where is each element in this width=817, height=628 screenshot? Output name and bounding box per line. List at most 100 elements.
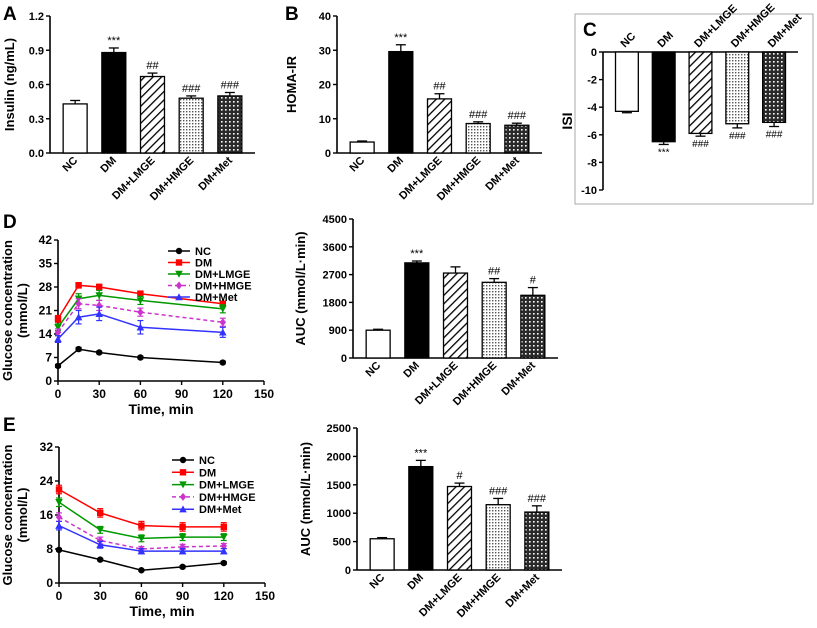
- data-point: [54, 362, 62, 370]
- y-tick-label: 2500: [327, 423, 351, 435]
- data-point: [137, 308, 144, 317]
- y-tick-label: 28: [39, 280, 53, 294]
- bar-dm-met: [762, 51, 787, 124]
- y-tick-label: 8: [46, 542, 53, 556]
- x-tick-label: DM: [385, 155, 406, 176]
- y-tick-label: 2000: [327, 451, 351, 463]
- bar-dm: [651, 51, 676, 143]
- y-tick-label: 32: [40, 440, 54, 454]
- bar-dm-lmge: [688, 51, 713, 135]
- x-tick-label: 90: [176, 589, 190, 603]
- series-line-dm-hmge: [58, 516, 224, 550]
- data-point: [220, 547, 228, 555]
- y-tick-label: 0.3: [29, 114, 44, 126]
- legend-label: DM: [195, 258, 212, 270]
- data-point: [55, 499, 63, 507]
- x-tick-label: 30: [94, 589, 108, 603]
- x-tick-label: NC: [61, 155, 81, 175]
- x-tick-label: 120: [213, 387, 233, 401]
- x-tick-label: DM+Met: [499, 359, 538, 398]
- y-tick-label: 21: [39, 304, 53, 318]
- data-point: [136, 323, 145, 331]
- data-point: [179, 469, 187, 476]
- data-point: [137, 535, 146, 543]
- x-tick-label: 150: [254, 387, 274, 401]
- bar-dm-hmge: [465, 122, 491, 154]
- data-point: [97, 509, 104, 517]
- x-tick-label: 120: [214, 589, 234, 603]
- bar-dm-hmge: [725, 51, 750, 125]
- legend-label: DM+HMGE: [199, 492, 256, 504]
- significance-label: ###: [729, 131, 746, 142]
- legend-label: DM+LMGE: [199, 480, 254, 492]
- bar-nc: [349, 141, 375, 154]
- y-tick-label: 20: [319, 80, 331, 92]
- significance-label: ###: [221, 79, 240, 91]
- insulin-bar-chart: 0.0 0.3 0.6 0.9 1.2 Insulin (ng/mL) NC *** DM ## D…: [2, 11, 255, 203]
- significance-label: ***: [414, 447, 428, 459]
- y-tick-label: 16: [40, 508, 54, 522]
- y-tick-label: -8: [587, 157, 597, 169]
- data-point: [74, 313, 83, 321]
- data-point: [179, 456, 187, 464]
- y-tick-label: 7: [45, 351, 52, 365]
- y-axis-label: ISI: [559, 112, 575, 129]
- data-point: [179, 505, 187, 513]
- data-point: [55, 546, 63, 554]
- legend-label: DM+HMGE: [195, 281, 252, 293]
- data-point: [219, 359, 226, 366]
- legend-label: DM: [199, 467, 216, 479]
- significance-label: ###: [692, 139, 709, 150]
- x-tick-label: DM: [401, 360, 422, 381]
- ogtt-line-chart: 0 7 14 21 28 35 42 0 30 60 90 120 150 Time, min Glucos…: [0, 233, 274, 417]
- data-point: [219, 318, 226, 327]
- bar-dm-met: [520, 294, 546, 359]
- significance-label: ***: [107, 35, 121, 47]
- y-tick-label: 30: [319, 45, 331, 57]
- bar-dm: [388, 50, 414, 154]
- bar-dm-hmge: [485, 504, 511, 571]
- data-point: [178, 533, 187, 541]
- x-tick-label: 60: [134, 387, 148, 401]
- x-tick-label: DM+Met: [196, 154, 235, 193]
- data-point: [54, 315, 62, 323]
- y-axis-label: Insulin (ng/mL): [2, 38, 17, 131]
- data-point: [96, 540, 104, 548]
- y-axis-unit: (mmol/L): [15, 283, 30, 338]
- homa-ir-bar-chart: 010203040HOMA-IRNC***DM##DM+LMGE###DM+HM…: [284, 11, 542, 203]
- y-axis-label: HOMA-IR: [284, 55, 299, 113]
- significance-label: ***: [658, 147, 670, 158]
- bar-dm-hmge: [178, 97, 204, 154]
- data-point: [97, 536, 104, 545]
- data-point: [175, 293, 183, 301]
- x-tick-label: NC: [619, 30, 639, 50]
- significance-label: ##: [433, 81, 446, 93]
- x-tick-label: 0: [55, 387, 62, 401]
- y-tick-label: 1800: [323, 297, 347, 309]
- data-point: [55, 486, 63, 493]
- data-point: [54, 328, 62, 337]
- x-tick-label: DM+Met: [503, 571, 542, 610]
- bar-dm-lmge: [426, 98, 453, 154]
- y-tick-label: 0.0: [29, 148, 44, 160]
- y-tick-label: 40: [319, 11, 331, 23]
- significance-label: ##: [146, 60, 159, 72]
- data-point: [96, 349, 103, 356]
- y-axis-label: Glucose concentration: [0, 445, 15, 586]
- y-tick-label: 24: [40, 474, 54, 488]
- y-tick-label: 0.6: [29, 80, 44, 92]
- data-point: [55, 513, 63, 522]
- y-tick-label: 2700: [323, 270, 347, 282]
- panel-letter-a: A: [3, 4, 17, 25]
- bar-dm-met: [524, 511, 550, 571]
- bar-nc: [62, 103, 88, 154]
- x-axis-label: Time, min: [128, 401, 193, 417]
- data-point: [219, 328, 227, 336]
- y-axis-label: AUC (mmol/L·min): [293, 231, 308, 345]
- data-point: [54, 335, 62, 343]
- x-tick-label: DM: [98, 155, 119, 176]
- significance-label: #: [530, 275, 537, 287]
- y-tick-label: -6: [587, 130, 597, 142]
- data-point: [175, 281, 183, 290]
